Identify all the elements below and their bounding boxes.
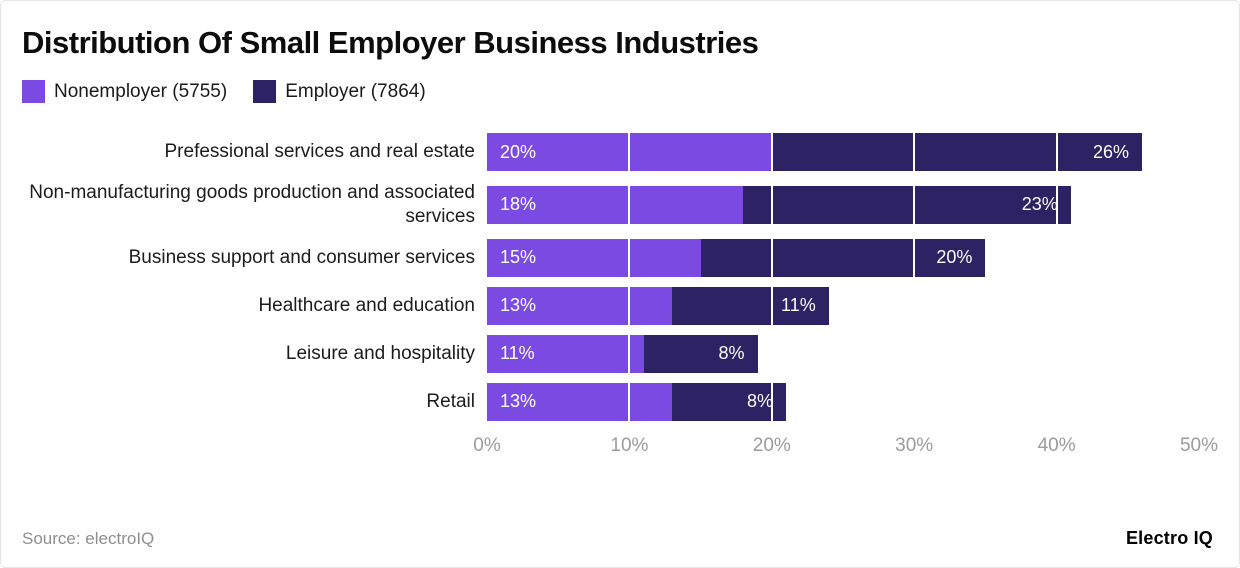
- stacked-bar: 11% 8%: [487, 334, 758, 373]
- stacked-bar: 13% 8%: [487, 382, 787, 421]
- chart-row: Prefessional services and real estate 20%…: [22, 133, 1199, 171]
- stacked-bar: 15% 20%: [487, 238, 986, 277]
- category-label: Leisure and hospitality: [285, 342, 475, 364]
- employer-value-label: 11%: [781, 295, 816, 315]
- bar-area: 15% 20%: [487, 238, 1199, 277]
- chart-row: Healthcare and education 13% 11%: [22, 286, 1199, 325]
- employer-segment: 23%: [743, 185, 1071, 224]
- x-axis-tick-label: 30%: [895, 434, 934, 456]
- nonemployer-segment: 20%: [487, 133, 772, 171]
- brand-logo: Electro IQ: [1125, 528, 1213, 548]
- bar-area: 20% 26%: [487, 133, 1199, 171]
- legend-item-nonemployer: Nonemployer (5755): [22, 80, 227, 103]
- employer-value-label: 26%: [1092, 141, 1130, 162]
- category-label: Business support and consumer services: [128, 246, 475, 268]
- nonemployer-segment: 18%: [487, 185, 744, 224]
- employer-segment: 11%: [672, 286, 829, 325]
- nonemployer-value-label: 13%: [500, 295, 537, 315]
- nonemployer-segment: 13%: [487, 382, 673, 421]
- legend-label-employer: Employer (7864): [285, 80, 426, 102]
- stacked-bar: 18% 23%: [487, 185, 1071, 224]
- employer-value-label: 8%: [747, 391, 774, 411]
- gridline: [1198, 133, 1200, 421]
- employer-segment: 26%: [771, 133, 1143, 171]
- nonemployer-value-label: 11%: [500, 343, 535, 363]
- gridline: [770, 133, 773, 421]
- employer-value-label: 8%: [718, 343, 745, 363]
- x-axis-tick-label: 40%: [1037, 434, 1076, 456]
- chart-title: Distribution Of Small Employer Business …: [22, 25, 759, 60]
- nonemployer-segment: 11%: [487, 334, 644, 373]
- x-axis: 0% 10% 20% 30% 40% 50%: [473, 431, 1218, 463]
- nonemployer-value-label: 20%: [500, 141, 537, 162]
- x-axis-tick-label: 0%: [473, 434, 501, 456]
- nonemployer-swatch-icon: [22, 80, 45, 103]
- bar-area: 11% 8%: [487, 334, 1199, 373]
- chart-row: Non-manufacturing goods production and a…: [22, 181, 1199, 229]
- category-label: Prefessional services and real estate: [164, 141, 476, 163]
- category-label: Non-manufacturing goods production and a…: [29, 182, 475, 227]
- footer: Source: electroIQ Electro IQ: [22, 528, 1213, 549]
- source-text: Source: electroIQ: [22, 529, 155, 548]
- category-label: Healthcare and education: [258, 294, 475, 316]
- legend-label-nonemployer: Nonemployer (5755): [54, 80, 228, 102]
- nonemployer-segment: 13%: [487, 286, 673, 325]
- employer-segment: 8%: [643, 334, 758, 373]
- employer-value-label: 20%: [936, 247, 973, 267]
- employer-swatch-icon: [253, 80, 277, 103]
- gridline: [1055, 133, 1058, 421]
- chart-rows: Prefessional services and real estate 20%…: [22, 133, 1200, 421]
- stacked-bar: 13% 11%: [487, 286, 829, 325]
- chart-row: Leisure and hospitality 11% 8%: [22, 334, 1199, 373]
- bar-area: 13% 8%: [487, 382, 1199, 421]
- legend: Nonemployer (5755) Employer (7864): [1, 61, 1239, 103]
- x-axis-tick-label: 50%: [1179, 434, 1219, 456]
- employer-value-label: 23%: [1021, 194, 1058, 215]
- x-axis-tick-label: 10%: [610, 434, 649, 456]
- stacked-bar: 20% 26%: [487, 133, 1143, 171]
- nonemployer-value-label: 18%: [500, 194, 537, 215]
- bar-area: 18% 23%: [487, 185, 1199, 224]
- x-axis-tick-label: 20%: [752, 434, 791, 456]
- legend-item-employer: Employer (7864): [253, 80, 426, 103]
- nonemployer-segment: 15%: [487, 238, 701, 277]
- gridline: [913, 133, 916, 421]
- category-label: Retail: [426, 390, 475, 412]
- bar-area: 13% 11%: [487, 286, 1199, 325]
- employer-segment: 20%: [700, 238, 986, 277]
- gridline: [628, 133, 631, 421]
- nonemployer-value-label: 13%: [500, 391, 537, 411]
- employer-segment: 8%: [672, 382, 787, 421]
- chart-row: Business support and consumer services 15…: [22, 238, 1199, 277]
- chart-row: Retail 13% 8%: [22, 382, 1199, 421]
- gridlines-overlay: [487, 133, 1200, 421]
- stacked-bar-chart: Prefessional services and real estate 20%…: [22, 133, 1218, 463]
- nonemployer-value-label: 15%: [500, 247, 537, 267]
